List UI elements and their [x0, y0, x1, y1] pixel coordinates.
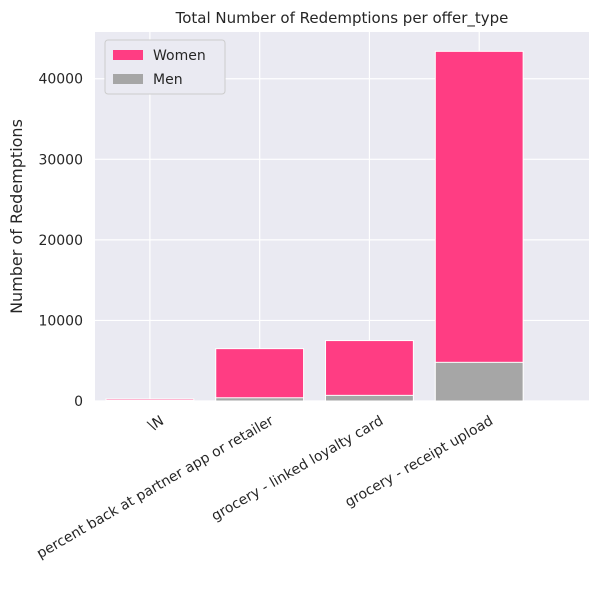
- legend-swatch-0: [113, 50, 143, 60]
- y-axis-label: Number of Redemptions: [7, 119, 26, 314]
- x-tick-label-2: grocery - linked loyalty card: [209, 413, 386, 525]
- legend-label-1: Men: [153, 72, 183, 88]
- bar-women-2: [325, 340, 414, 402]
- y-tick-label-0: 0: [74, 394, 83, 410]
- bar-men-1: [215, 397, 305, 402]
- bar-men-0: [105, 399, 195, 402]
- bar-men-2: [325, 394, 414, 402]
- legend: Women Men: [104, 39, 226, 95]
- x-tick-label-1: percent back at partner app or retailer: [34, 413, 277, 562]
- y-tick-label-2: 20000: [38, 233, 83, 249]
- chart-title: Total Number of Redemptions per offer_ty…: [175, 9, 509, 28]
- bar-women-3: [434, 50, 524, 402]
- legend-label-0: Women: [153, 48, 206, 64]
- legend-swatch-1: [113, 74, 143, 84]
- bar-women-1: [215, 348, 305, 402]
- legend-items: Women Men: [113, 48, 206, 88]
- bars: [105, 50, 524, 402]
- bar-men-3: [434, 361, 524, 402]
- y-tick-label-1: 10000: [38, 313, 83, 329]
- y-tick-label-3: 30000: [38, 152, 83, 168]
- x-tick-label-0: \N: [146, 413, 167, 434]
- y-axis-ticks: 0 10000 20000 30000 40000: [38, 72, 83, 410]
- y-tick-label-4: 40000: [38, 72, 83, 88]
